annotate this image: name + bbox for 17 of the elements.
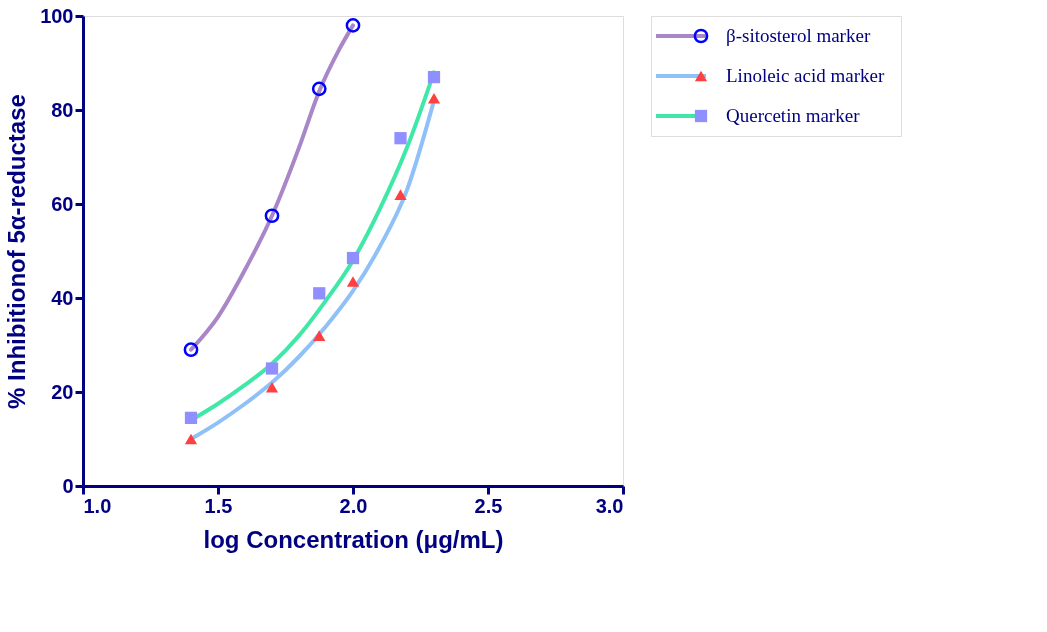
y-tick-label: 100 [40, 4, 74, 27]
x-tick-label: 1.5 [204, 494, 233, 517]
y-tick-label: 40 [51, 286, 74, 309]
y-tick-label: 60 [51, 192, 74, 215]
y-tick-label: 20 [51, 380, 74, 403]
y-tick-label: 80 [51, 98, 74, 121]
legend-label: Linoleic acid marker [726, 65, 885, 86]
y-tick-label: 0 [62, 474, 74, 497]
x-tick-label: 2.5 [474, 494, 503, 517]
x-tick-label: 2.0 [339, 494, 368, 517]
legend-label: β-sitosterol marker [726, 25, 871, 46]
x-tick-label: 3.0 [595, 494, 624, 517]
legend-label: Quercetin marker [726, 105, 861, 126]
x-tick-label: 1.0 [83, 494, 112, 517]
line-series [189, 23, 355, 352]
x-axis-title: log Concentration (μg/mL) [203, 525, 504, 553]
y-axis-title: % Inhibitionof 5α-reductase [3, 94, 31, 409]
